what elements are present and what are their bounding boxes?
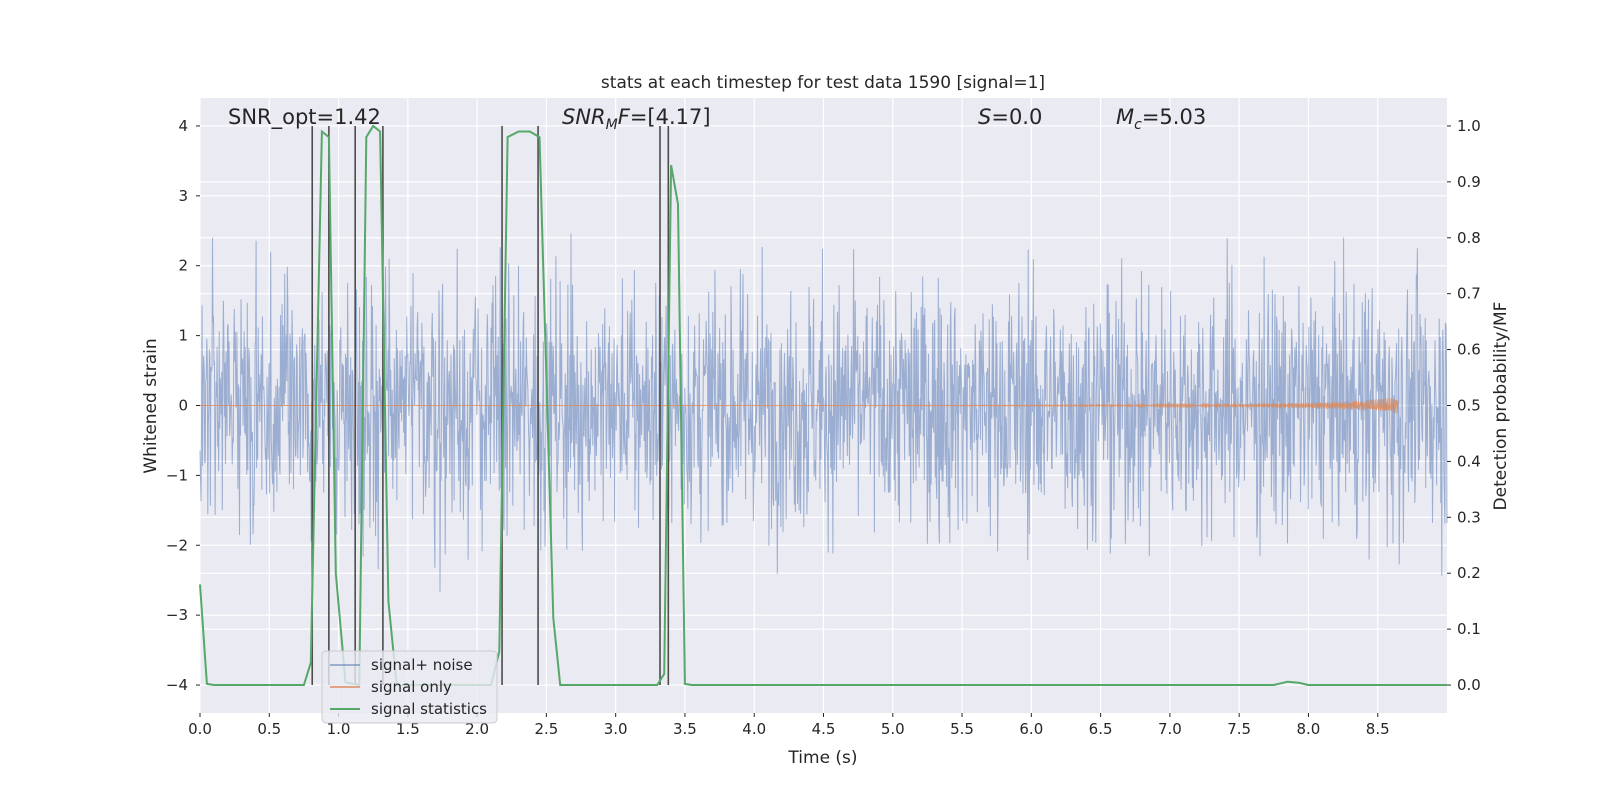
x-tick-label: 4.5 <box>812 720 836 738</box>
x-tick-label: 1.5 <box>396 720 420 738</box>
y-left-tick-label: 0 <box>178 397 188 415</box>
annotation-mc-sub: c <box>1134 117 1142 133</box>
y-left-axis-label: Whitened strain <box>141 338 161 473</box>
y-left-tick-label: −2 <box>166 536 188 554</box>
annotation-mc: Mc=5.03 <box>1116 105 1206 133</box>
x-tick-label: 2.0 <box>465 720 489 738</box>
chart-title: stats at each timestep for test data 159… <box>601 73 1045 93</box>
x-tick-label: 6.5 <box>1089 720 1113 738</box>
y-left-axis-ticks: 4 3 2 1 0 −1 −2 −3 −4 <box>166 117 200 694</box>
x-tick-label: 2.5 <box>534 720 558 738</box>
x-tick-label: 7.0 <box>1158 720 1182 738</box>
legend: signal+ noise signal only signal statist… <box>321 650 498 724</box>
y-left-tick-label: −3 <box>166 606 188 624</box>
y-left-tick-label: −1 <box>166 466 188 484</box>
annotation-snr-opt: SNR_opt=1.42 <box>228 105 381 130</box>
y-right-tick-label: 0.8 <box>1457 229 1481 247</box>
y-right-tick-label: 0.4 <box>1457 452 1481 470</box>
x-tick-label: 5.0 <box>881 720 905 738</box>
annotation-snr-mf-rest-f: F <box>618 105 631 129</box>
y-right-tick-label: 0.9 <box>1457 173 1481 191</box>
y-right-axis-label: Detection probability/MF <box>1491 302 1511 511</box>
annotation-snr-mf-value: =[4.17] <box>630 105 711 129</box>
series-signal-only <box>200 398 1399 414</box>
y-left-tick-label: 4 <box>178 117 188 135</box>
legend-label-signal-statistics: signal statistics <box>371 700 487 718</box>
x-tick-label: 1.0 <box>327 720 351 738</box>
series-signal-statistics <box>199 124 1447 687</box>
annotation-mc-base: M <box>1116 105 1134 129</box>
y-right-tick-label: 0.7 <box>1457 285 1481 303</box>
annotation-s: S=0.0 <box>978 105 1042 129</box>
annotation-snr-mf-base: SNR <box>562 105 606 129</box>
annotation-snr-mf: SNRMF=[4.17] <box>562 105 711 133</box>
x-tick-label: 7.5 <box>1227 720 1251 738</box>
y-right-tick-label: 0.1 <box>1457 620 1481 638</box>
annotation-snr-mf-sub: M <box>606 117 618 133</box>
x-tick-label: 4.0 <box>742 720 766 738</box>
x-tick-label: 3.0 <box>604 720 628 738</box>
x-axis-ticks: 0.0 0.5 1.0 1.5 2.0 2.5 3.0 3.5 4.0 4.5 5.0 5.5 6.0 6… <box>188 713 1390 738</box>
y-right-tick-label: 0.0 <box>1457 676 1481 694</box>
x-axis-label: Time (s) <box>787 748 857 768</box>
x-tick-label: 0.0 <box>188 720 212 738</box>
signal-only-line <box>200 398 1399 414</box>
x-tick-label: 3.5 <box>673 720 697 738</box>
y-right-tick-label: 0.6 <box>1457 341 1481 359</box>
legend-box <box>321 650 498 724</box>
series-signal-noise <box>199 233 1448 592</box>
legend-label-signal-only: signal only <box>371 678 452 696</box>
y-left-tick-label: 1 <box>178 327 188 345</box>
y-left-tick-label: 3 <box>178 187 188 205</box>
signal-statistics-line <box>199 124 1447 687</box>
y-right-axis-ticks: 1.0 0.9 0.8 0.7 0.6 0.5 0.4 0.3 0.2 0.1 0.0 <box>1447 117 1481 694</box>
x-tick-label: 6.0 <box>1019 720 1043 738</box>
y-right-tick-label: 0.5 <box>1457 397 1481 415</box>
x-tick-label: 5.5 <box>950 720 974 738</box>
y-right-tick-label: 0.3 <box>1457 508 1481 526</box>
annotation-s-value: =0.0 <box>991 105 1042 129</box>
y-right-tick-label: 0.2 <box>1457 564 1481 582</box>
x-tick-label: 8.0 <box>1297 720 1321 738</box>
annotation-mc-value: =5.03 <box>1142 105 1206 129</box>
x-tick-label: 8.5 <box>1366 720 1390 738</box>
y-right-tick-label: 1.0 <box>1457 117 1481 135</box>
signal-noise-line <box>199 233 1448 592</box>
annotation-s-italic: S <box>978 105 991 129</box>
x-tick-label: 0.5 <box>257 720 281 738</box>
legend-label-signal-noise: signal+ noise <box>371 656 473 674</box>
y-left-tick-label: 2 <box>178 257 188 275</box>
y-left-tick-label: −4 <box>166 676 188 694</box>
